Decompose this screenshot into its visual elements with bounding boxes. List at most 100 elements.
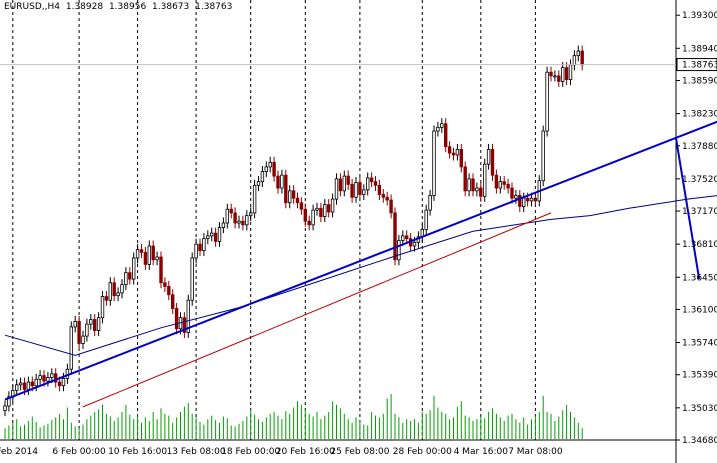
candle-body	[373, 181, 378, 186]
candle-body	[18, 382, 23, 386]
candle-body	[233, 212, 237, 224]
x-tick-label: 6 Feb 00:00	[52, 447, 106, 457]
candle-body	[338, 178, 343, 192]
red-trend-line	[82, 212, 552, 408]
candle-body	[533, 197, 538, 202]
candle-body	[358, 182, 362, 195]
candle-body	[295, 197, 300, 204]
candle-body	[323, 204, 327, 217]
candle-body	[57, 381, 62, 387]
candle-body	[46, 377, 50, 382]
x-tick-label: 13 Feb 08:00	[167, 447, 226, 457]
candle-body	[217, 227, 222, 242]
candle-body	[139, 249, 144, 253]
candle-body	[202, 238, 206, 251]
y-tick-label: 1.34680	[682, 436, 717, 446]
candle-body	[498, 181, 502, 189]
x-tick-label: 7 Mar 08:00	[508, 447, 563, 457]
candle-body	[131, 257, 136, 280]
candle-body	[85, 323, 89, 337]
candle-body	[315, 207, 319, 211]
y-tick-label: 1.35390	[682, 371, 717, 381]
candle-body	[287, 190, 292, 204]
candle-body	[572, 55, 577, 66]
candle-body	[3, 405, 7, 411]
candle-body	[330, 198, 335, 213]
current-price-label: 1.38763	[682, 61, 717, 71]
candle-body	[564, 67, 569, 80]
candle-body	[100, 296, 105, 319]
y-tick-label: 1.37170	[682, 207, 717, 217]
candle-body	[354, 182, 358, 198]
candle-body	[245, 215, 249, 226]
candle-body	[541, 130, 545, 182]
candle-body	[147, 245, 151, 265]
y-tick-label: 1.38940	[682, 44, 717, 54]
candle-body	[482, 163, 487, 197]
symbol-label: EURUSD,,H4	[4, 2, 60, 12]
candle-body	[443, 123, 448, 148]
high-value: 1.38956	[108, 2, 147, 12]
candle-body	[514, 195, 518, 199]
candle-body	[112, 282, 116, 297]
x-tick-label: 25 Feb 08:00	[330, 447, 389, 457]
candle-body	[89, 319, 93, 325]
y-tick-label: 1.38590	[682, 76, 717, 86]
current-price-box	[676, 58, 717, 72]
y-tick-label: 1.36100	[682, 305, 717, 315]
candle-body	[237, 220, 241, 224]
candle-body	[252, 184, 257, 214]
candle-body	[190, 257, 194, 301]
channel-upper-line	[4, 120, 717, 401]
candle-body	[553, 75, 557, 78]
candle-body	[549, 71, 553, 77]
candle-body	[182, 317, 187, 333]
candle-body	[568, 64, 573, 80]
candle-body	[170, 294, 175, 309]
candle-body	[229, 208, 233, 214]
candle-body	[50, 373, 54, 378]
x-tick-label: 20 Feb 16:00	[276, 447, 335, 457]
candle-body	[42, 375, 46, 382]
candle-body	[206, 235, 210, 240]
candle-body	[494, 174, 499, 189]
candle-body	[545, 71, 549, 132]
candle-body	[38, 375, 42, 380]
candle-body	[389, 199, 393, 214]
candle-body	[557, 75, 561, 82]
candle-body	[291, 190, 296, 199]
candle-body	[73, 320, 77, 328]
candle-body	[163, 282, 167, 287]
candle-body	[174, 308, 179, 330]
candle-body	[128, 272, 132, 280]
x-tick-label: 10 Feb 16:00	[108, 447, 167, 457]
candle-body	[30, 381, 34, 387]
candle-body	[471, 178, 475, 192]
candle-body	[213, 232, 218, 242]
candle-body	[525, 197, 530, 202]
candle-body	[346, 175, 350, 185]
close-value: 1.38763	[195, 2, 233, 12]
candle-body	[350, 183, 354, 198]
candle-body	[436, 126, 440, 132]
candle-body	[256, 181, 261, 186]
candle-body	[155, 256, 159, 261]
candle-body	[14, 384, 19, 391]
candle-body	[120, 284, 124, 294]
candle-body	[459, 149, 463, 168]
candle-body	[61, 377, 66, 387]
candle-body	[280, 174, 284, 189]
candle-body	[7, 396, 11, 407]
candle-body	[467, 178, 471, 192]
x-tick-label: 4 Mar 16:00	[454, 447, 509, 457]
candle-body	[260, 171, 265, 183]
candle-body	[506, 183, 510, 189]
candle-body	[299, 202, 304, 210]
candle-body	[362, 189, 366, 195]
y-tick-label: 1.38230	[682, 110, 717, 120]
open-value: 1.38928	[65, 2, 104, 12]
low-value: 1.38673	[152, 2, 190, 12]
candle-body	[26, 381, 31, 390]
